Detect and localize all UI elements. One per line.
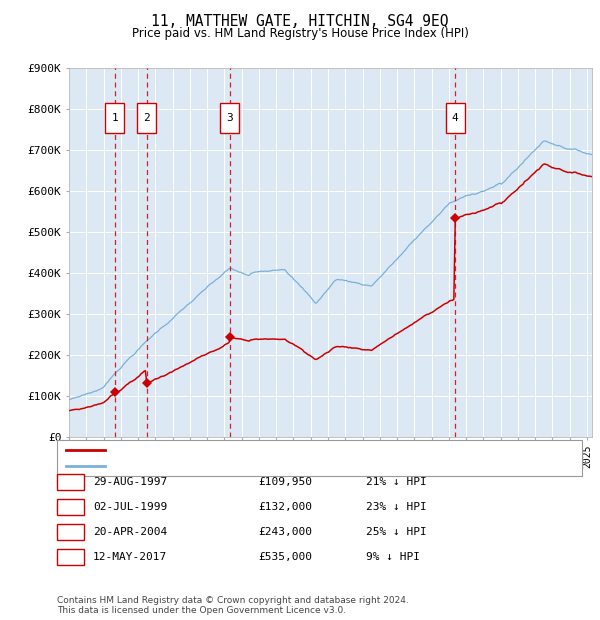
Text: 9% ↓ HPI: 9% ↓ HPI (366, 552, 420, 562)
Text: 1: 1 (67, 477, 74, 487)
Text: 2: 2 (67, 502, 74, 512)
FancyBboxPatch shape (137, 104, 156, 133)
Text: 3: 3 (67, 527, 74, 537)
Text: 25% ↓ HPI: 25% ↓ HPI (366, 527, 427, 537)
Text: £243,000: £243,000 (258, 527, 312, 537)
Text: Contains HM Land Registry data © Crown copyright and database right 2024.
This d: Contains HM Land Registry data © Crown c… (57, 596, 409, 615)
Text: £109,950: £109,950 (258, 477, 312, 487)
FancyBboxPatch shape (220, 104, 239, 133)
Text: 21% ↓ HPI: 21% ↓ HPI (366, 477, 427, 487)
Text: 20-APR-2004: 20-APR-2004 (93, 527, 167, 537)
Text: 4: 4 (67, 552, 74, 562)
Text: HPI: Average price, detached house, North Hertfordshire: HPI: Average price, detached house, Nort… (111, 461, 455, 471)
FancyBboxPatch shape (106, 104, 124, 133)
Text: 29-AUG-1997: 29-AUG-1997 (93, 477, 167, 487)
Text: 4: 4 (452, 113, 458, 123)
Text: 11, MATTHEW GATE, HITCHIN, SG4 9EQ: 11, MATTHEW GATE, HITCHIN, SG4 9EQ (151, 14, 449, 29)
Text: 2: 2 (143, 113, 150, 123)
Text: 3: 3 (226, 113, 233, 123)
Text: 23% ↓ HPI: 23% ↓ HPI (366, 502, 427, 512)
Text: 02-JUL-1999: 02-JUL-1999 (93, 502, 167, 512)
Text: 12-MAY-2017: 12-MAY-2017 (93, 552, 167, 562)
Text: Price paid vs. HM Land Registry's House Price Index (HPI): Price paid vs. HM Land Registry's House … (131, 27, 469, 40)
FancyBboxPatch shape (446, 104, 465, 133)
Text: 1: 1 (112, 113, 118, 123)
Text: £535,000: £535,000 (258, 552, 312, 562)
Text: 11, MATTHEW GATE, HITCHIN, SG4 9EQ (detached house): 11, MATTHEW GATE, HITCHIN, SG4 9EQ (deta… (111, 445, 430, 455)
Text: £132,000: £132,000 (258, 502, 312, 512)
